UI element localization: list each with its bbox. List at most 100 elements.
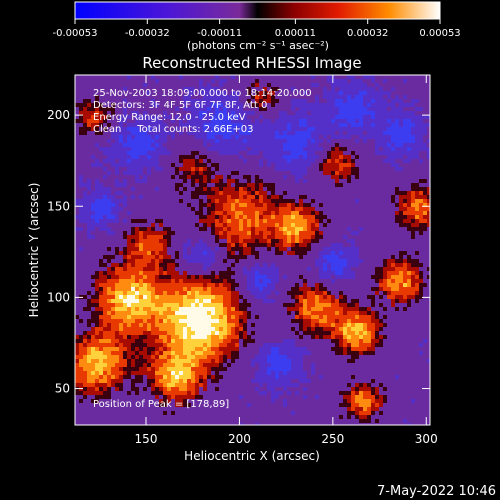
heatmap-cell — [207, 99, 211, 103]
heatmap-cell — [223, 207, 227, 211]
heatmap-cell — [115, 319, 119, 323]
heatmap-cell — [163, 295, 167, 299]
heatmap-cell — [203, 387, 207, 391]
heatmap-cell — [127, 247, 131, 251]
heatmap-cell — [263, 91, 267, 95]
heatmap-cell — [147, 351, 151, 355]
heatmap-cell — [347, 135, 351, 139]
heatmap-cell — [271, 343, 275, 347]
heatmap-cell — [119, 123, 123, 127]
heatmap-cell — [331, 135, 335, 139]
heatmap-cell — [215, 143, 219, 147]
heatmap-cell — [179, 123, 183, 127]
heatmap-cell — [307, 219, 311, 223]
heatmap-cell — [383, 307, 387, 311]
heatmap-cell — [407, 147, 411, 151]
heatmap-cell — [295, 239, 299, 243]
heatmap-cell — [363, 119, 367, 123]
heatmap-cell — [167, 259, 171, 263]
heatmap-cell — [227, 295, 231, 299]
heatmap-cell — [235, 103, 239, 107]
heatmap-cell — [183, 383, 187, 387]
heatmap-cell — [187, 203, 191, 207]
heatmap-cell — [235, 99, 239, 103]
heatmap-cell — [219, 279, 223, 283]
heatmap-cell — [311, 363, 315, 367]
heatmap-cell — [115, 371, 119, 375]
heatmap-cell — [395, 291, 399, 295]
heatmap-cell — [99, 263, 103, 267]
heatmap-cell — [87, 351, 91, 355]
heatmap-cell — [143, 255, 147, 259]
heatmap-cell — [167, 279, 171, 283]
heatmap-cell — [263, 267, 267, 271]
heatmap-cell — [391, 267, 395, 271]
heatmap-cell — [359, 307, 363, 311]
heatmap-cell — [191, 275, 195, 279]
heatmap-cell — [119, 151, 123, 155]
heatmap-cell — [387, 155, 391, 159]
heatmap-cell — [411, 139, 415, 143]
heatmap-cell — [335, 343, 339, 347]
heatmap-cell — [151, 355, 155, 359]
heatmap-cell — [403, 115, 407, 119]
heatmap-cell — [207, 111, 211, 115]
heatmap-cell — [199, 359, 203, 363]
heatmap-cell — [419, 343, 423, 347]
heatmap-cell — [287, 239, 291, 243]
heatmap-cell — [211, 99, 215, 103]
heatmap-cell — [251, 199, 255, 203]
heatmap-cell — [195, 375, 199, 379]
heatmap-cell — [179, 367, 183, 371]
heatmap-cell — [363, 407, 367, 411]
heatmap-cell — [387, 123, 391, 127]
heatmap-cell — [123, 87, 127, 91]
heatmap-cell — [163, 327, 167, 331]
heatmap-cell — [211, 375, 215, 379]
heatmap-cell — [239, 331, 243, 335]
heatmap-cell — [359, 339, 363, 343]
heatmap-cell — [167, 267, 171, 271]
heatmap-cell — [299, 239, 303, 243]
heatmap-cell — [347, 91, 351, 95]
heatmap-cell — [107, 259, 111, 263]
heatmap-cell — [159, 247, 163, 251]
heatmap-cell — [339, 119, 343, 123]
heatmap-cell — [235, 323, 239, 327]
heatmap-cell — [87, 335, 91, 339]
heatmap-cell — [107, 383, 111, 387]
heatmap-cell — [415, 139, 419, 143]
heatmap-cell — [115, 339, 119, 343]
heatmap-cell — [415, 123, 419, 127]
heatmap-cell — [167, 339, 171, 343]
heatmap-cell — [79, 119, 83, 123]
heatmap-cell — [295, 367, 299, 371]
heatmap-cell — [199, 103, 203, 107]
heatmap-cell — [107, 331, 111, 335]
heatmap-cell — [351, 95, 355, 99]
heatmap-cell — [259, 239, 263, 243]
heatmap-cell — [99, 191, 103, 195]
heatmap-cell — [343, 167, 347, 171]
heatmap-cell — [143, 127, 147, 131]
heatmap-cell — [171, 387, 175, 391]
heatmap-cell — [339, 415, 343, 419]
heatmap-cell — [339, 99, 343, 103]
heatmap-cell — [243, 343, 247, 347]
heatmap-cell — [239, 423, 243, 425]
heatmap-cell — [131, 195, 135, 199]
heatmap-cell — [419, 211, 423, 215]
heatmap-cell — [163, 227, 167, 231]
heatmap-cell — [291, 327, 295, 331]
heatmap-cell — [199, 335, 203, 339]
heatmap-cell — [231, 335, 235, 339]
heatmap-cell — [191, 351, 195, 355]
heatmap-cell — [323, 127, 327, 131]
heatmap-cell — [263, 223, 267, 227]
heatmap-cell — [223, 259, 227, 263]
heatmap-cell — [143, 163, 147, 167]
heatmap-cell — [131, 171, 135, 175]
heatmap-cell — [99, 391, 103, 395]
heatmap-cell — [139, 359, 143, 363]
heatmap-cell — [219, 83, 223, 87]
